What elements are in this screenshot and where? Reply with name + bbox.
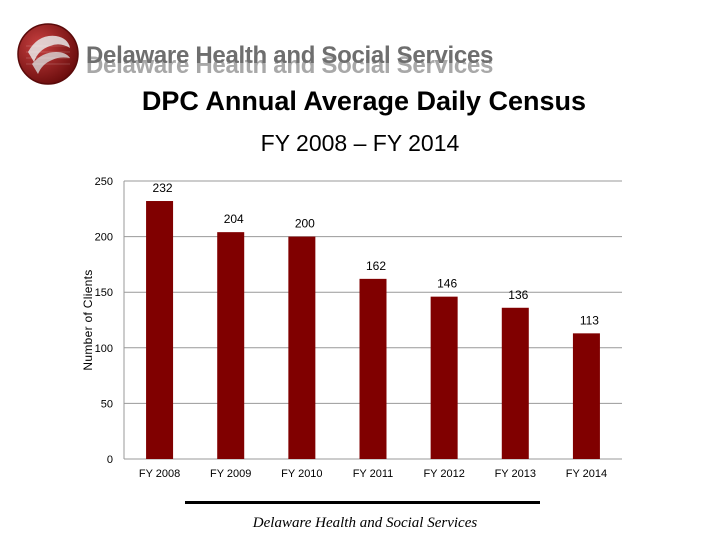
x-tick-label: FY 2013: [495, 468, 536, 480]
footer-divider: [185, 501, 540, 504]
y-tick-label: 100: [95, 343, 113, 355]
chart-title: DPC Annual Average Daily Census: [141, 86, 587, 116]
org-name: Delaware Health and Social Services: [86, 42, 494, 69]
x-tick-label: FY 2014: [566, 468, 607, 480]
y-tick-label: 50: [101, 398, 113, 410]
value-label: 162: [366, 259, 386, 273]
value-label: 200: [295, 217, 315, 231]
bar: [430, 296, 458, 459]
y-axis-label: Number of Clients: [81, 269, 95, 370]
x-tick-label: FY 2012: [423, 468, 464, 480]
y-tick-label: 250: [95, 176, 113, 188]
value-label: 232: [153, 181, 173, 195]
bar: [501, 307, 529, 459]
value-label: 146: [437, 277, 457, 291]
chart-subtitle: FY 2008 – FY 2014: [260, 130, 460, 156]
bar: [572, 333, 600, 459]
bar: [288, 236, 316, 459]
bar: [359, 278, 387, 459]
value-label: 204: [224, 212, 244, 226]
x-tick-label: FY 2008: [139, 468, 180, 480]
bar-chart: 0 50 100 150 200 250 Number of Clients 232 FY 20…: [81, 176, 622, 480]
bar: [217, 232, 245, 459]
footer-text: Delaware Health and Social Services: [252, 515, 478, 531]
y-tick-label: 200: [95, 232, 113, 244]
y-tick-label: 0: [107, 454, 113, 466]
y-tick-label: 150: [95, 287, 113, 299]
value-label: 113: [580, 313, 599, 327]
bar: [146, 201, 174, 459]
x-tick-label: FY 2009: [210, 468, 251, 480]
x-tick-label: FY 2010: [281, 468, 322, 480]
value-label: 136: [508, 288, 528, 302]
org-name-shadow: Delaware Health and Social Services: [86, 52, 494, 79]
dhss-seal-icon: [17, 23, 79, 85]
x-tick-label: FY 2011: [353, 468, 394, 480]
